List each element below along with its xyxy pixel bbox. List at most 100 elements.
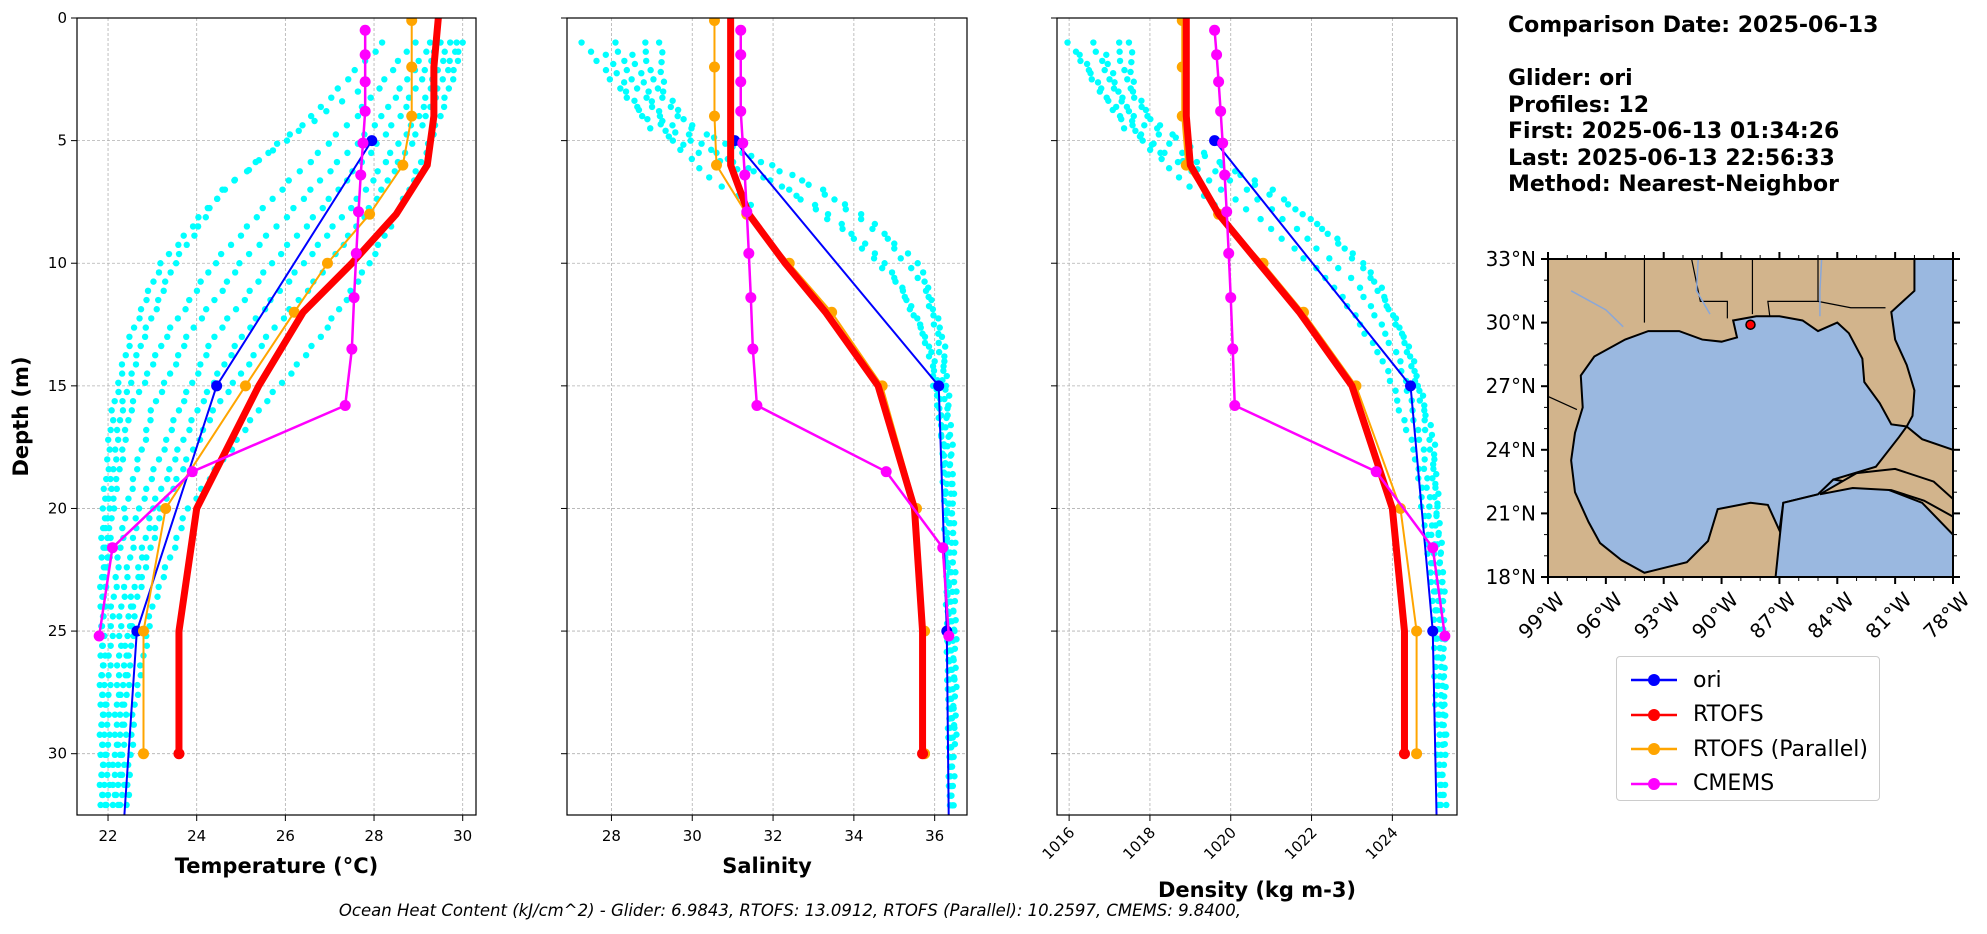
glider-raw-point <box>137 306 145 313</box>
glider-raw-point <box>1438 578 1446 586</box>
glider-raw-point <box>935 348 943 356</box>
glider-raw-point <box>1401 416 1408 424</box>
glider-raw-point <box>155 583 162 591</box>
glider-raw-point <box>141 495 148 502</box>
caribbean-sea <box>1774 478 1953 577</box>
series-point-cmems <box>106 542 118 554</box>
glider-raw-point <box>943 372 950 380</box>
glider-raw-point <box>129 485 136 493</box>
glider-raw-point <box>149 361 157 368</box>
glider-raw-point <box>696 165 703 172</box>
glider-raw-point <box>1201 152 1209 160</box>
glider-raw-point <box>147 544 154 551</box>
glider-raw-point <box>141 333 149 340</box>
glider-raw-point <box>1439 702 1446 710</box>
glider-raw-point <box>98 771 105 779</box>
glider-raw-point <box>136 315 143 322</box>
map-lat-label: 33°N <box>1486 247 1536 271</box>
glider-raw-point <box>623 94 631 101</box>
glider-raw-point <box>131 583 138 591</box>
glider-raw-point <box>1193 158 1201 166</box>
glider-raw-point <box>309 214 317 221</box>
glider-raw-point <box>412 39 419 46</box>
x-axis-label: Temperature (°C) <box>175 854 378 878</box>
glider-raw-point <box>109 613 117 620</box>
series-point-ori <box>366 135 378 147</box>
glider-raw-point <box>107 475 114 483</box>
profile-count: Profiles: 12 <box>1508 92 1650 118</box>
glider-raw-point <box>137 342 144 350</box>
glider-raw-point <box>947 421 955 429</box>
glider-raw-point <box>1313 220 1321 228</box>
glider-raw-point <box>946 392 953 399</box>
glider-raw-point <box>450 66 457 74</box>
glider-raw-point <box>101 781 108 789</box>
glider-raw-point <box>112 791 120 799</box>
glider-raw-point <box>1426 493 1434 501</box>
glider-raw-point <box>421 66 428 74</box>
glider-raw-point <box>119 456 127 463</box>
border-line <box>1767 259 1819 317</box>
glider-raw-point <box>253 214 260 221</box>
glider-raw-point <box>129 741 137 748</box>
glider-raw-point <box>146 622 153 630</box>
glider-raw-point <box>643 94 650 101</box>
glider-raw-point <box>113 583 120 591</box>
glider-raw-point <box>459 39 466 46</box>
glider-raw-point <box>1115 88 1122 95</box>
glider-raw-point <box>1105 97 1112 104</box>
glider-raw-point <box>126 342 133 350</box>
glider-raw-point <box>137 672 144 679</box>
glider-raw-point <box>113 681 121 689</box>
glider-raw-point <box>99 761 107 769</box>
glider-raw-point <box>642 39 649 46</box>
glider-raw-point <box>1413 372 1420 380</box>
map-body <box>1548 259 1953 577</box>
glider-raw-point <box>612 39 619 46</box>
glider-raw-point <box>881 260 888 267</box>
glider-raw-point <box>1381 296 1389 304</box>
series-point-rtofs-parallel <box>138 748 149 760</box>
glider-raw-point <box>104 534 111 542</box>
glider-raw-point <box>134 456 141 463</box>
glider-raw-point <box>104 515 111 522</box>
glider-raw-point <box>396 85 403 92</box>
glider-raw-point <box>638 112 646 120</box>
x-tick-label: 1022 <box>1281 823 1321 863</box>
glider-raw-point <box>1437 549 1445 556</box>
glider-raw-point <box>623 66 631 74</box>
glider-raw-point <box>300 195 308 203</box>
glider-raw-point <box>1269 186 1276 193</box>
glider-raw-point <box>657 68 664 76</box>
glider-raw-point <box>952 569 959 576</box>
glider-raw-point <box>309 250 316 258</box>
series-point-cmems <box>357 137 369 149</box>
glider-raw-point <box>206 204 213 212</box>
glider-raw-point <box>104 456 111 463</box>
glider-raw-point <box>857 215 865 223</box>
comparison-date: Comparison Date: 2025-06-13 <box>1508 13 1879 38</box>
glider-raw-point <box>1392 387 1399 394</box>
glider-raw-point <box>654 85 662 92</box>
glider-raw-point <box>123 691 130 699</box>
glider-raw-point <box>392 94 400 101</box>
glider-raw-point <box>129 475 137 483</box>
glider-raw-point <box>98 554 105 561</box>
glider-raw-point <box>648 103 656 111</box>
glider-raw-point <box>1440 645 1447 652</box>
legend-swatch-cmems <box>1631 777 1677 790</box>
glider-raw-point <box>126 333 133 340</box>
glider-raw-point <box>125 495 132 502</box>
glider-raw-point <box>389 66 397 74</box>
glider-raw-point <box>118 721 126 728</box>
glider-raw-point <box>1426 436 1433 443</box>
glider-raw-point <box>718 183 725 190</box>
glider-raw-point <box>1428 531 1435 539</box>
map-lon-label: 99°W <box>1513 587 1569 643</box>
series-point-cmems <box>353 206 365 218</box>
glider-raw-point <box>824 215 831 223</box>
glider-raw-point <box>1382 330 1389 337</box>
glider-raw-point <box>1423 484 1430 491</box>
glider-raw-point <box>384 103 392 111</box>
